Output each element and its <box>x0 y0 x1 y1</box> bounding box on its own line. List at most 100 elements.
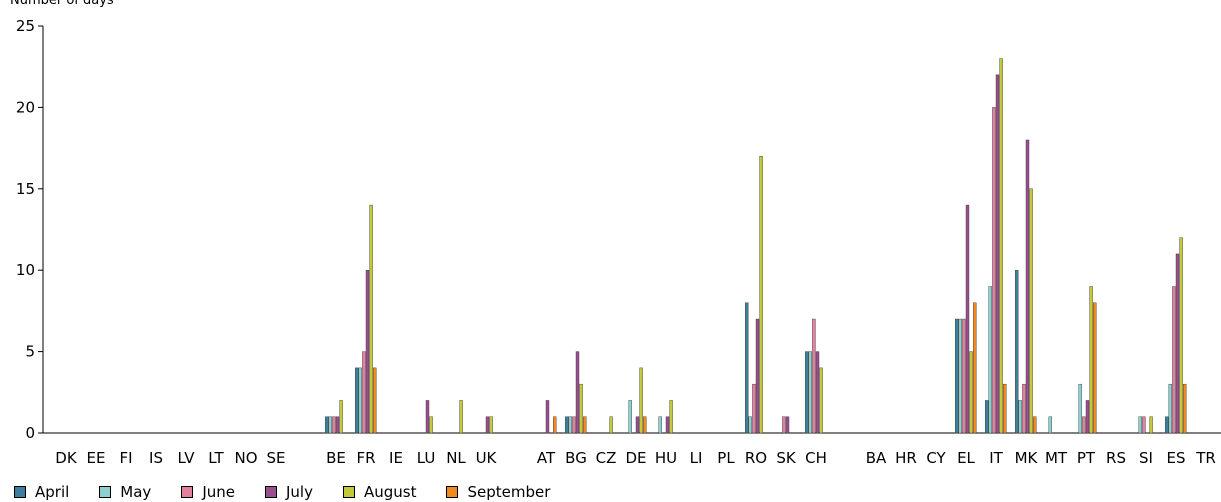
bar-april-mk <box>1015 270 1019 434</box>
x-tick-label: LU <box>417 449 436 467</box>
bar-april-ch <box>805 351 809 434</box>
bar-june-si <box>1142 416 1146 434</box>
bar-august-es <box>1179 237 1183 434</box>
legend-label: September <box>467 483 551 501</box>
bar-july-be <box>335 416 340 434</box>
bar-july-lu <box>425 400 430 434</box>
bar-july-bg <box>575 351 580 434</box>
x-tick-label: HU <box>655 449 677 467</box>
bar-august-ch <box>819 367 823 434</box>
y-tick-label: 15 <box>16 180 35 198</box>
bar-april-be <box>325 416 329 434</box>
x-tick-label: PT <box>1077 449 1096 467</box>
x-tick-label: NO <box>234 449 257 467</box>
y-tick-label: 5 <box>25 343 35 361</box>
bar-september-it <box>1003 383 1007 434</box>
bar-april-el <box>955 318 959 434</box>
y-tick-label: 25 <box>16 17 35 35</box>
bar-may-mk <box>1018 400 1022 434</box>
bar-july-uk <box>485 416 490 434</box>
x-tick-label: DK <box>55 449 78 467</box>
bar-may-be <box>328 416 332 434</box>
bar-may-de <box>628 400 632 434</box>
bar-august-bg <box>579 383 583 434</box>
legend-item-september: September <box>446 483 550 501</box>
y-axis-title: Number of days <box>10 0 114 8</box>
bar-may-ch <box>808 351 812 434</box>
bar-may-pt <box>1078 383 1083 434</box>
bar-july-sk <box>785 416 790 434</box>
bar-may-es <box>1168 383 1173 434</box>
bar-august-mk <box>1029 188 1033 434</box>
x-tick-label: TR <box>1195 449 1216 467</box>
bar-may-it <box>988 286 992 434</box>
y-tick-label: 20 <box>16 98 35 116</box>
bars <box>325 58 1187 434</box>
legend-label: May <box>120 483 152 501</box>
legend-swatch <box>99 486 112 498</box>
bar-august-cz <box>609 416 613 434</box>
bar-june-ch <box>812 318 816 434</box>
bar-april-bg <box>565 416 569 434</box>
x-tick-label: LV <box>178 449 196 467</box>
x-tick-label: SK <box>776 449 797 467</box>
x-tick-label: FI <box>119 449 132 467</box>
bar-june-be <box>332 416 336 434</box>
legend-label: August <box>363 483 417 501</box>
bar-may-hu <box>658 416 662 434</box>
bar-april-es <box>1164 416 1169 434</box>
x-tick-label: LI <box>690 449 703 467</box>
x-tick-label: SI <box>1139 449 1153 467</box>
bar-june-pt <box>1082 416 1086 434</box>
x-tick-label: BG <box>565 449 587 467</box>
bar-august-pt <box>1089 286 1093 434</box>
bar-may-bg <box>568 416 572 434</box>
bar-july-de <box>635 416 640 434</box>
bar-august-hu <box>669 400 673 434</box>
bar-july-es <box>1175 253 1180 434</box>
bar-june-ro <box>752 383 756 434</box>
bar-july-at <box>545 400 550 434</box>
legend-swatch <box>181 486 194 498</box>
legend-label: June <box>202 483 235 501</box>
bar-may-el <box>958 318 962 434</box>
legend-swatch <box>342 486 355 498</box>
x-tick-label: MK <box>1015 449 1039 467</box>
bar-august-si <box>1149 416 1153 434</box>
legend-item-may: May <box>99 483 151 501</box>
bar-august-lu <box>429 416 433 434</box>
bar-august-el <box>969 351 973 434</box>
y-tick-label: 10 <box>16 261 35 279</box>
bar-june-bg <box>572 416 576 434</box>
x-tick-label: IT <box>989 449 1003 467</box>
x-tick-label: FR <box>356 449 375 467</box>
x-tick-label: IE <box>389 449 403 467</box>
legend-swatch <box>264 486 277 498</box>
bar-september-de <box>643 416 647 434</box>
bar-may-ro <box>748 416 752 434</box>
bar-august-ro <box>759 156 763 434</box>
x-tick-label: SE <box>267 449 286 467</box>
bar-july-fr <box>365 270 370 434</box>
x-tick-label: CH <box>805 449 827 467</box>
legend-item-april: April <box>14 483 69 501</box>
bar-july-el <box>965 204 970 434</box>
bar-august-nl <box>459 400 463 434</box>
bar-september-fr <box>373 367 377 434</box>
x-tick-label: RS <box>1106 449 1126 467</box>
bar-september-el <box>973 302 977 434</box>
legend-label: July <box>285 483 313 501</box>
bar-august-de <box>639 367 643 434</box>
x-tick-label: AT <box>537 449 556 467</box>
bar-may-si <box>1138 416 1143 434</box>
bar-july-pt <box>1085 400 1090 434</box>
bar-september-mk <box>1032 416 1037 434</box>
bar-august-be <box>339 400 343 434</box>
x-tick-label: RO <box>745 449 767 467</box>
legend-item-august: August <box>342 483 417 501</box>
x-tick-label: BE <box>326 449 346 467</box>
bar-june-es <box>1172 286 1176 434</box>
bar-june-it <box>992 107 996 434</box>
bar-july-mk <box>1025 139 1030 434</box>
